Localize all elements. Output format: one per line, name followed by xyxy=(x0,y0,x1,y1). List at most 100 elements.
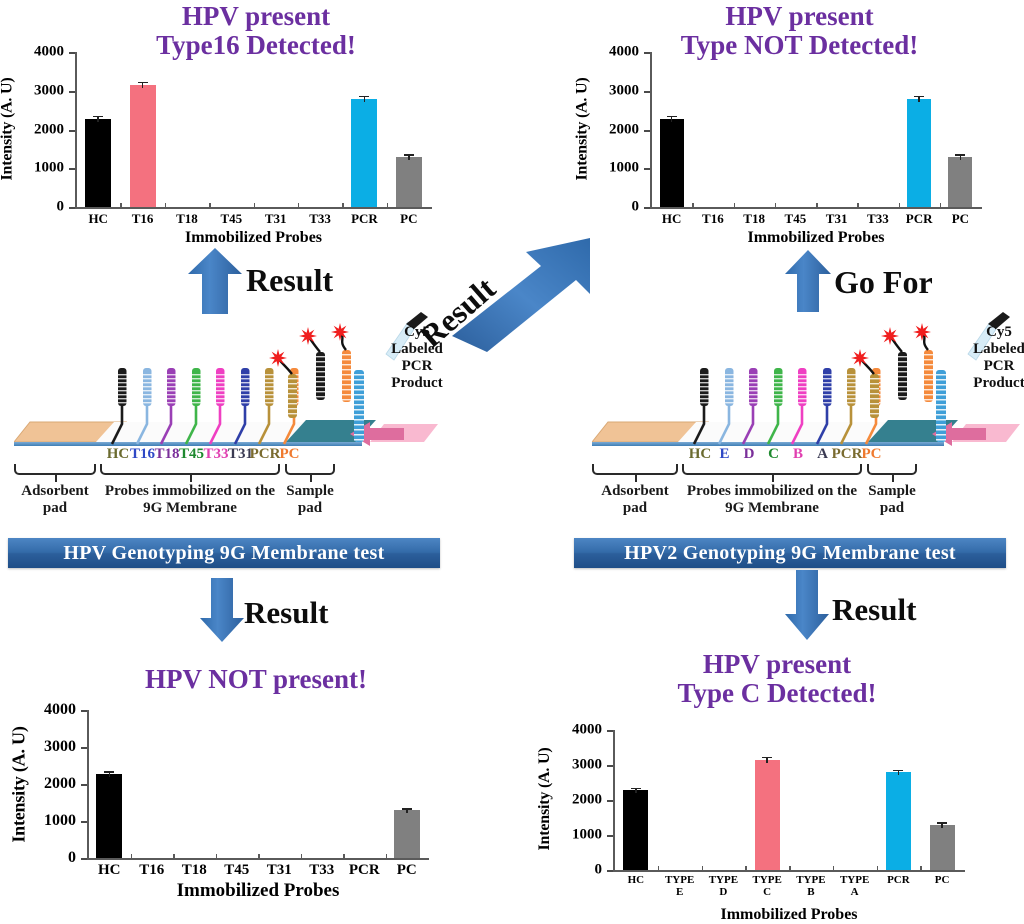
error-bar-cap xyxy=(630,787,641,790)
probe-pcr xyxy=(839,368,856,445)
probe-label: PC xyxy=(279,446,300,462)
bracket-label: Probes immobilized on the 9G Membrane xyxy=(104,483,276,516)
strip-backing xyxy=(14,442,362,446)
y-tick-mark xyxy=(81,821,87,823)
probe-d xyxy=(741,368,758,445)
x-tick-mark xyxy=(939,203,942,208)
error-bar-cap xyxy=(401,808,412,810)
x-tick-label: T31 xyxy=(825,211,848,226)
x-tick-label: T45 xyxy=(784,211,807,226)
y-tick-mark xyxy=(69,168,75,171)
x-tick-label: PCR xyxy=(905,211,933,226)
probe-t16 xyxy=(135,368,151,445)
bracket-label: Sample pad xyxy=(286,483,334,516)
bar xyxy=(129,84,156,207)
y-tick-label: 0 xyxy=(631,198,640,215)
x-axis-label: Immobilized Probes xyxy=(176,880,340,901)
probe-label: HC xyxy=(688,446,712,462)
error-bar-cap xyxy=(137,81,148,84)
bar xyxy=(96,773,123,858)
probe-t45 xyxy=(184,368,200,445)
y-axis xyxy=(613,730,615,871)
error-bar-cap xyxy=(937,822,948,824)
x-tick-mark xyxy=(343,854,345,859)
x-axis xyxy=(75,207,432,209)
y-tick-mark xyxy=(644,90,650,93)
x-tick-label: TYPE A xyxy=(839,874,870,898)
x-tick-label: HC xyxy=(88,211,108,226)
chart-title: HPV present Type C Detected! xyxy=(677,649,877,709)
bar xyxy=(659,118,684,207)
bracket-label: Adsorbent pad xyxy=(21,483,89,516)
bar xyxy=(754,759,780,870)
arrow-down-left xyxy=(200,578,244,642)
error-bar xyxy=(897,769,900,776)
x-tick-label: TYPE E xyxy=(664,874,695,898)
y-tick-label: 2000 xyxy=(609,121,639,137)
error-bar-cap xyxy=(104,771,115,773)
probe-c xyxy=(766,368,782,445)
x-axis-label: Immobilized Probes xyxy=(184,229,323,246)
x-tick-mark xyxy=(657,866,660,871)
x-tick-mark xyxy=(857,203,859,208)
error-bar xyxy=(766,756,768,763)
error-bar xyxy=(408,154,410,160)
x-tick-label: T16 xyxy=(702,211,724,226)
probe-label: PCR xyxy=(249,446,281,462)
probe-label: C xyxy=(768,446,779,462)
x-tick-label: PC xyxy=(400,211,418,226)
probe-a xyxy=(815,368,831,445)
bracket-tick xyxy=(310,475,312,482)
bracket xyxy=(682,464,862,475)
x-tick-mark xyxy=(386,203,389,208)
y-tick-mark xyxy=(607,800,613,802)
arrow-diagonal-result xyxy=(452,238,590,352)
x-tick-mark xyxy=(164,203,167,208)
x-tick-label: PCR xyxy=(351,211,378,226)
x-tick-mark xyxy=(297,203,300,208)
x-tick-mark xyxy=(745,866,747,871)
y-tick-label: 1000 xyxy=(572,826,602,843)
chart-bottom-right: HPV present Type C Detected! 0 1000 2000 30… xyxy=(530,649,1024,923)
y-tick-mark xyxy=(81,710,87,712)
probe-label: T31 xyxy=(227,446,253,462)
y-tick-label: 2000 xyxy=(572,791,602,808)
arrow-label-down-left: Result xyxy=(244,595,329,630)
probe-hc xyxy=(692,368,709,445)
x-tick-mark xyxy=(253,203,255,208)
probe-pcr xyxy=(257,368,274,445)
x-tick-label: T16 xyxy=(131,211,154,226)
x-tick-mark xyxy=(300,854,302,859)
y-tick-label: 4000 xyxy=(572,721,602,738)
9g-membrane xyxy=(96,422,304,442)
x-axis xyxy=(87,858,429,860)
x-axis-label: Immobilized Probes xyxy=(720,906,858,923)
bar xyxy=(623,790,649,870)
y-tick-mark xyxy=(644,168,650,171)
bracket xyxy=(867,464,917,475)
y-axis-label: Intensity (A. U) xyxy=(8,726,29,843)
probe-label: A xyxy=(817,446,828,462)
error-bar xyxy=(406,808,408,814)
plot-area: 0 1000 2000 3000 4000 Intensity (A. U) HC T16 T1… xyxy=(573,44,982,246)
probe-label: T45 xyxy=(178,446,204,462)
y-tick-label: 0 xyxy=(594,861,603,878)
bar xyxy=(929,824,955,870)
plot-area: 0 1000 2000 3000 4000 Intensity (A. U) HC T16 T1… xyxy=(0,44,432,246)
y-tick-mark xyxy=(607,730,613,732)
y-tick-label: 0 xyxy=(68,849,76,866)
error-bar xyxy=(670,115,673,122)
x-tick-mark xyxy=(920,866,922,871)
error-bar-cap xyxy=(914,95,925,98)
arrow-down-right xyxy=(785,570,829,640)
arrow-label-down-right: Result xyxy=(832,592,917,627)
cy5-label: Cy5 Labeled PCR Product xyxy=(391,324,443,392)
probe-e xyxy=(717,368,733,445)
bracket xyxy=(100,464,280,475)
y-tick-label: 1000 xyxy=(609,159,639,176)
y-tick-mark xyxy=(81,858,87,860)
error-bar xyxy=(959,154,962,160)
chart-bottom-left: HPV NOT present! 0 1000 2000 3000 4000 Intens… xyxy=(0,664,512,916)
probe-label: E xyxy=(719,446,730,462)
x-axis xyxy=(613,870,965,872)
